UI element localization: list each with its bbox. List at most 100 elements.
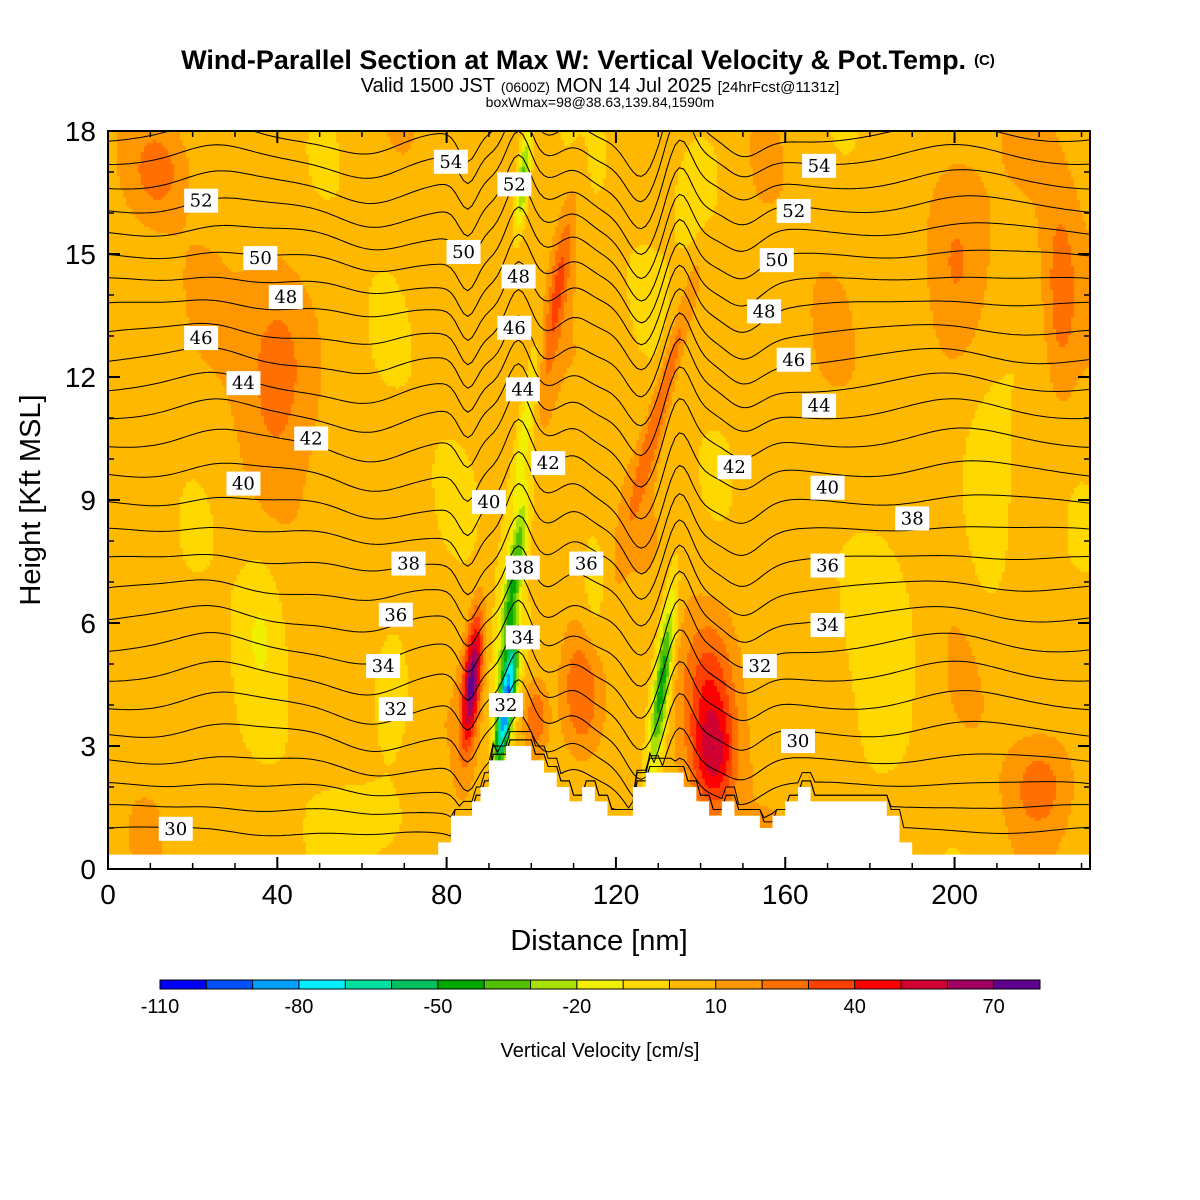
chart-subtitle-box: boxWmax=98@38.63,139.84,1590m bbox=[486, 94, 715, 110]
theta-contour-line bbox=[108, 544, 1090, 627]
theta-contour-line bbox=[108, 179, 1090, 280]
contour-label: 44 bbox=[505, 377, 540, 402]
x-axis: 0 40 80 120 160 200 bbox=[100, 131, 1083, 910]
x-tick-label: 120 bbox=[593, 879, 640, 910]
contour-label: 36 bbox=[569, 551, 604, 576]
contour-label-text: 34 bbox=[511, 627, 534, 648]
contour-label: 40 bbox=[226, 471, 261, 496]
y-axis-label: Height [Kft MSL] bbox=[15, 394, 47, 605]
chart-subtitle: Valid 1500 JST (0600Z) MON 14 Jul 2025 [24h… bbox=[361, 75, 840, 97]
theta-contour-line bbox=[108, 731, 1090, 809]
theta-contour-line bbox=[108, 338, 1090, 427]
contour-label-text: 54 bbox=[439, 152, 462, 173]
contour-label-text: 42 bbox=[537, 453, 560, 474]
theta-contour-line bbox=[108, 362, 1090, 457]
colorbar: -110 -80 -50 -20 10 40 70 bbox=[141, 979, 1041, 1018]
contour-label: 30 bbox=[780, 729, 815, 754]
contour-label: 32 bbox=[742, 654, 777, 679]
terrain bbox=[108, 746, 1090, 869]
theta-contour-line bbox=[108, 131, 1090, 230]
contour-label-text: 44 bbox=[511, 379, 534, 400]
contour-label-text: 50 bbox=[765, 250, 788, 271]
subtitle-date: MON 14 Jul 2025 bbox=[556, 75, 712, 97]
contour-label-text: 52 bbox=[782, 201, 805, 222]
contour-label-text: 38 bbox=[511, 558, 534, 579]
theta-contour-line bbox=[108, 598, 1090, 687]
subtitle-forecast: [24hrFcst@1131z] bbox=[718, 79, 840, 96]
y-tick-label: 0 bbox=[80, 854, 96, 885]
contour-label: 46 bbox=[776, 347, 811, 372]
contour-label-text: 30 bbox=[786, 731, 809, 752]
y-tick-label: 12 bbox=[65, 362, 96, 393]
contour-label-text: 40 bbox=[816, 478, 839, 499]
contour-label-text: 34 bbox=[372, 656, 395, 677]
contour-label: 42 bbox=[294, 426, 329, 451]
contour-label-text: 50 bbox=[452, 242, 475, 263]
chart-title-text: Wind-Parallel Section at Max W: Vertical… bbox=[181, 45, 966, 75]
contour-label-text: 48 bbox=[753, 301, 776, 322]
contour-label-text: 30 bbox=[164, 819, 187, 840]
contour-label: 42 bbox=[531, 451, 566, 476]
contour-label: 54 bbox=[433, 149, 468, 174]
contour-label-text: 54 bbox=[808, 156, 831, 177]
contour-label-text: 38 bbox=[901, 508, 924, 529]
colorbar-swatch bbox=[623, 980, 670, 989]
colorbar-swatch bbox=[715, 980, 763, 989]
x-axis-label: Distance [nm] bbox=[510, 925, 687, 957]
contour-label: 34 bbox=[366, 654, 401, 679]
contour-label-text: 52 bbox=[190, 191, 213, 212]
theta-contour-line bbox=[108, 131, 1090, 203]
contour-label-text: 32 bbox=[748, 656, 771, 677]
contour-label: 54 bbox=[802, 153, 837, 178]
contour-label-text: 36 bbox=[384, 605, 407, 626]
contour-label-text: 46 bbox=[782, 350, 805, 371]
theta-contour-line bbox=[108, 154, 1090, 256]
theta-contour-line bbox=[108, 570, 1090, 656]
colorbar-tick-label: -50 bbox=[423, 996, 452, 1018]
contour-label-text: 40 bbox=[232, 474, 255, 495]
contour-label: 30 bbox=[158, 816, 193, 841]
contour-label: 36 bbox=[810, 553, 845, 578]
contour-label: 52 bbox=[497, 172, 532, 197]
contour-label: 46 bbox=[497, 315, 532, 340]
contour-label-text: 46 bbox=[503, 318, 526, 339]
contour-label-text: 40 bbox=[477, 492, 500, 513]
colorbar-tick-label: 40 bbox=[844, 996, 866, 1018]
contour-label: 46 bbox=[184, 326, 219, 351]
colorbar-swatch bbox=[762, 980, 809, 989]
theta-contour-line bbox=[108, 450, 1090, 549]
contour-label-text: 36 bbox=[816, 556, 839, 577]
contour-label-text: 42 bbox=[723, 457, 746, 478]
x-tick-label: 0 bbox=[100, 879, 116, 910]
contour-label: 50 bbox=[243, 246, 278, 271]
colorbar-swatch bbox=[993, 980, 1041, 989]
colorbar-tick-label: -80 bbox=[284, 996, 313, 1018]
x-tick-label: 200 bbox=[931, 879, 978, 910]
contour-label-text: 38 bbox=[397, 554, 420, 575]
theta-contour-line bbox=[108, 131, 1090, 177]
theta-contour-line bbox=[108, 418, 1090, 520]
contour-label: 40 bbox=[810, 475, 845, 500]
y-tick-label: 18 bbox=[65, 116, 96, 147]
theta-contour-line bbox=[108, 739, 1090, 819]
chart-title-mark: (C) bbox=[974, 52, 995, 69]
contour-label-text: 34 bbox=[816, 615, 839, 636]
contour-label: 42 bbox=[717, 455, 752, 480]
colorbar-tick-label: 70 bbox=[983, 996, 1005, 1018]
contour-label-text: 44 bbox=[232, 373, 255, 394]
contour-label-text: 48 bbox=[274, 287, 297, 308]
colorbar-swatch bbox=[298, 980, 346, 989]
colorbar-swatch bbox=[576, 980, 624, 989]
subtitle-valid: Valid 1500 JST bbox=[361, 75, 495, 97]
colorbar-swatch bbox=[206, 980, 254, 989]
contour-label-text: 48 bbox=[507, 267, 530, 288]
contour-label-text: 44 bbox=[808, 396, 831, 417]
colorbar-swatch bbox=[530, 980, 578, 989]
contour-label: 50 bbox=[446, 239, 481, 264]
contour-label: 48 bbox=[268, 285, 303, 310]
contour-label-text: 52 bbox=[503, 174, 526, 195]
contour-label-text: 32 bbox=[384, 699, 407, 720]
chart-title: Wind-Parallel Section at Max W: Vertical… bbox=[181, 45, 995, 75]
